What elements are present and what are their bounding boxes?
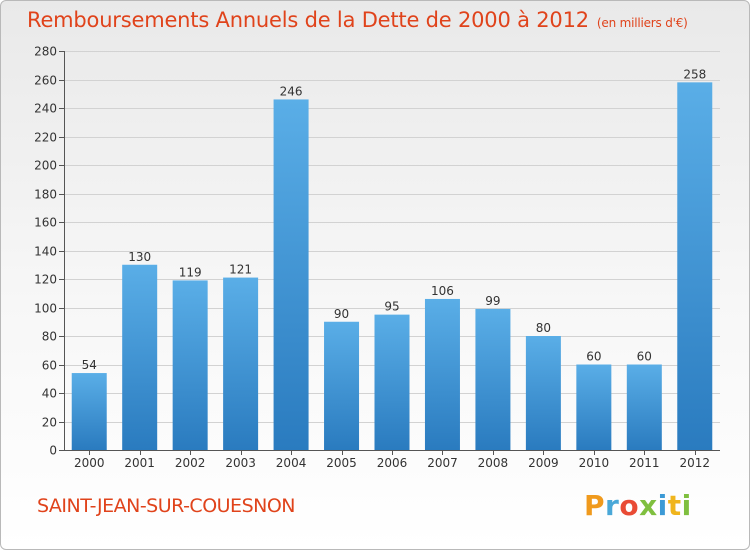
x-tick-label: 2004 bbox=[276, 456, 307, 470]
y-tick-label: 280 bbox=[34, 45, 57, 59]
x-tick-label: 2002 bbox=[175, 456, 206, 470]
data-label: 90 bbox=[334, 307, 349, 321]
data-label: 258 bbox=[683, 67, 706, 81]
logo-letter: r bbox=[605, 489, 620, 522]
logo-letter: i bbox=[657, 489, 668, 522]
x-tick-label: 2006 bbox=[377, 456, 408, 470]
proxiti-logo: Proxiti bbox=[584, 489, 692, 522]
axes bbox=[59, 51, 720, 455]
bar bbox=[576, 364, 612, 450]
x-tick-label: 2010 bbox=[579, 456, 610, 470]
y-tick-label: 160 bbox=[34, 216, 57, 230]
y-tick-label: 100 bbox=[34, 302, 57, 316]
y-tick-label: 20 bbox=[42, 416, 57, 430]
bars bbox=[71, 82, 713, 450]
logo-letter: P bbox=[584, 489, 606, 522]
y-tick-label: 240 bbox=[34, 102, 57, 116]
data-label: 130 bbox=[128, 250, 151, 264]
y-tick-label: 0 bbox=[49, 444, 57, 458]
y-tick-label: 180 bbox=[34, 188, 57, 202]
commune-name: SAINT-JEAN-SUR-COUESNON bbox=[37, 495, 296, 517]
bar bbox=[374, 314, 410, 450]
y-tick-label: 260 bbox=[34, 74, 57, 88]
bar bbox=[122, 264, 158, 450]
data-label: 60 bbox=[586, 350, 601, 364]
data-label: 60 bbox=[637, 350, 652, 364]
y-tick-label: 220 bbox=[34, 131, 57, 145]
data-label: 80 bbox=[536, 321, 551, 335]
x-tick-label: 2007 bbox=[427, 456, 458, 470]
logo-letter: o bbox=[619, 489, 640, 522]
bar bbox=[525, 336, 561, 450]
data-label: 119 bbox=[179, 265, 202, 279]
y-tick-label: 120 bbox=[34, 273, 57, 287]
bar bbox=[273, 99, 309, 450]
y-tick-label: 80 bbox=[42, 330, 57, 344]
data-label: 106 bbox=[431, 284, 454, 298]
x-tick-label: 2011 bbox=[629, 456, 660, 470]
logo-letter: t bbox=[667, 489, 682, 522]
bar bbox=[223, 277, 259, 450]
data-label: 121 bbox=[229, 263, 252, 277]
logo-letter: x bbox=[639, 489, 658, 522]
y-tick-label: 200 bbox=[34, 159, 57, 173]
bar bbox=[71, 373, 107, 450]
x-tick-label: 2012 bbox=[679, 456, 710, 470]
x-tick-label: 2000 bbox=[74, 456, 105, 470]
x-tick-label: 2003 bbox=[225, 456, 256, 470]
bar bbox=[626, 364, 662, 450]
data-label: 99 bbox=[485, 294, 500, 308]
y-tick-label: 140 bbox=[34, 245, 57, 259]
y-tick-label: 40 bbox=[42, 387, 57, 401]
x-tick-label: 2009 bbox=[528, 456, 559, 470]
logo-letter: i bbox=[681, 489, 692, 522]
x-tick-label: 2005 bbox=[326, 456, 357, 470]
labels: 0 20 40 60 80 100 120 140 160 180 200 220 240 260 280 5… bbox=[34, 45, 710, 471]
bar bbox=[677, 82, 713, 450]
bar bbox=[172, 280, 208, 450]
bar bbox=[424, 298, 460, 450]
bar bbox=[324, 321, 360, 450]
title-text: Remboursements Annuels de la Dette de 20… bbox=[27, 8, 589, 32]
chart-title: Remboursements Annuels de la Dette de 20… bbox=[27, 8, 688, 32]
x-tick-label: 2008 bbox=[478, 456, 509, 470]
unit-note: (en milliers d'€) bbox=[596, 16, 688, 30]
data-label: 95 bbox=[384, 300, 399, 314]
x-tick-label: 2001 bbox=[124, 456, 155, 470]
data-label: 246 bbox=[280, 84, 303, 98]
bar bbox=[475, 308, 511, 450]
y-tick-label: 60 bbox=[42, 359, 57, 373]
data-label: 54 bbox=[82, 358, 97, 372]
